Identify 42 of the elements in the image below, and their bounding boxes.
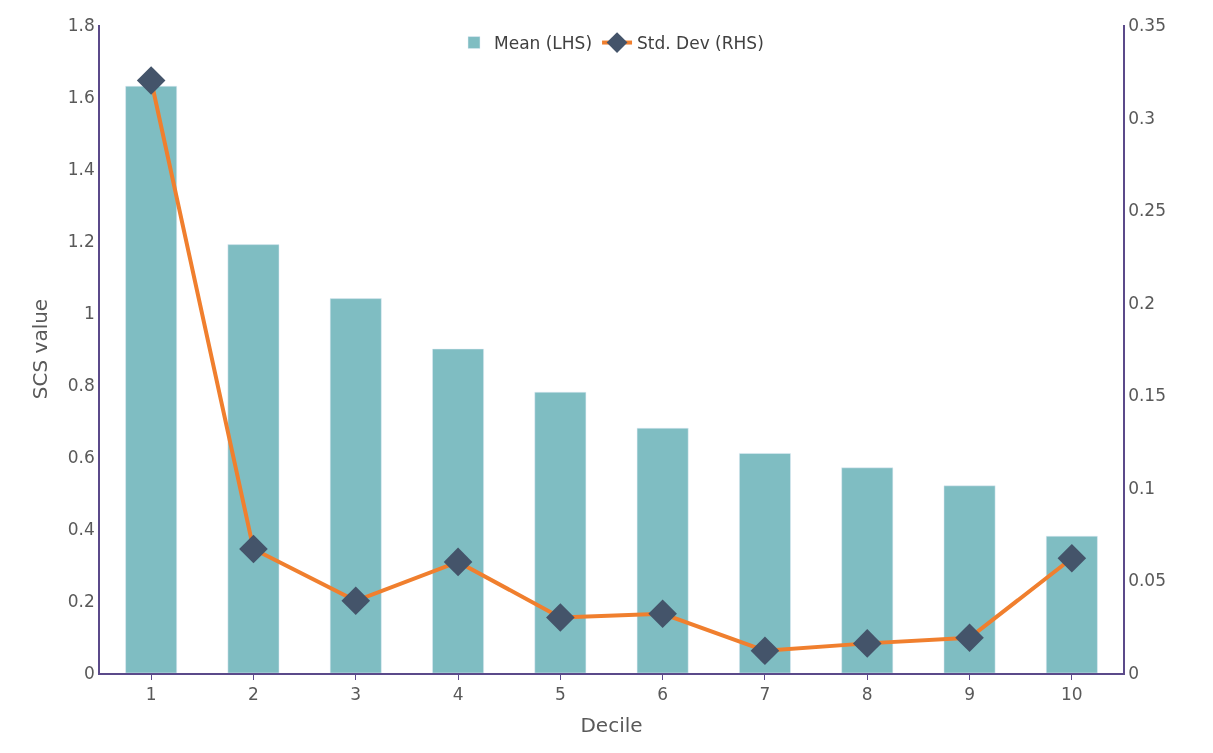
bar bbox=[943, 485, 996, 673]
x-tick-label: 1 bbox=[145, 684, 157, 705]
y2-tick-label: 0.15 bbox=[1128, 385, 1167, 406]
y-tick-label: 0.2 bbox=[67, 590, 95, 611]
y-tick-label: 1 bbox=[84, 302, 95, 323]
bar bbox=[841, 467, 894, 673]
y2-tick-label: 0.05 bbox=[1128, 570, 1167, 591]
y2-tick-label: 0.2 bbox=[1128, 292, 1156, 313]
x-tick-label: 4 bbox=[452, 684, 464, 705]
y-tick-label: 1.8 bbox=[67, 14, 95, 35]
x-tick-label: 6 bbox=[657, 684, 669, 705]
y-tick-label: 0.8 bbox=[67, 374, 95, 395]
y-tick-label: 0.4 bbox=[67, 518, 95, 539]
x-tick-label: 8 bbox=[861, 684, 873, 705]
y2-tick-label: 0.1 bbox=[1128, 477, 1156, 498]
bar bbox=[739, 453, 791, 673]
x-axis-title: Decile bbox=[580, 713, 643, 738]
bar bbox=[329, 298, 382, 673]
legend-label: Mean (LHS) bbox=[494, 33, 593, 54]
x-tick-label: 3 bbox=[350, 684, 362, 705]
y-tick-label: 1.2 bbox=[67, 230, 95, 251]
y-axis-title: SCS value bbox=[27, 298, 52, 400]
y2-tick-label: 0.35 bbox=[1128, 14, 1167, 35]
x-tick-label: 9 bbox=[964, 684, 975, 705]
y2-tick-label: 0 bbox=[1128, 662, 1139, 683]
bar bbox=[125, 85, 177, 673]
bar bbox=[636, 427, 689, 673]
y-tick-label: 1.4 bbox=[67, 158, 95, 179]
bar bbox=[1046, 535, 1098, 673]
x-tick-label: 2 bbox=[248, 684, 259, 705]
bar bbox=[227, 244, 280, 673]
legend-label: Std. Dev (RHS) bbox=[637, 33, 764, 54]
y2-tick-label: 0.25 bbox=[1128, 200, 1167, 221]
bar bbox=[432, 348, 484, 673]
y-tick-label: 0 bbox=[84, 662, 95, 683]
x-tick-label: 5 bbox=[554, 684, 566, 705]
y2-tick-label: 0.3 bbox=[1128, 107, 1156, 128]
x-tick-label: 10 bbox=[1061, 684, 1083, 705]
x-tick-label: 7 bbox=[759, 684, 771, 705]
bar bbox=[534, 391, 587, 673]
y-tick-label: 0.6 bbox=[67, 446, 95, 467]
y-tick-label: 1.6 bbox=[67, 86, 95, 107]
